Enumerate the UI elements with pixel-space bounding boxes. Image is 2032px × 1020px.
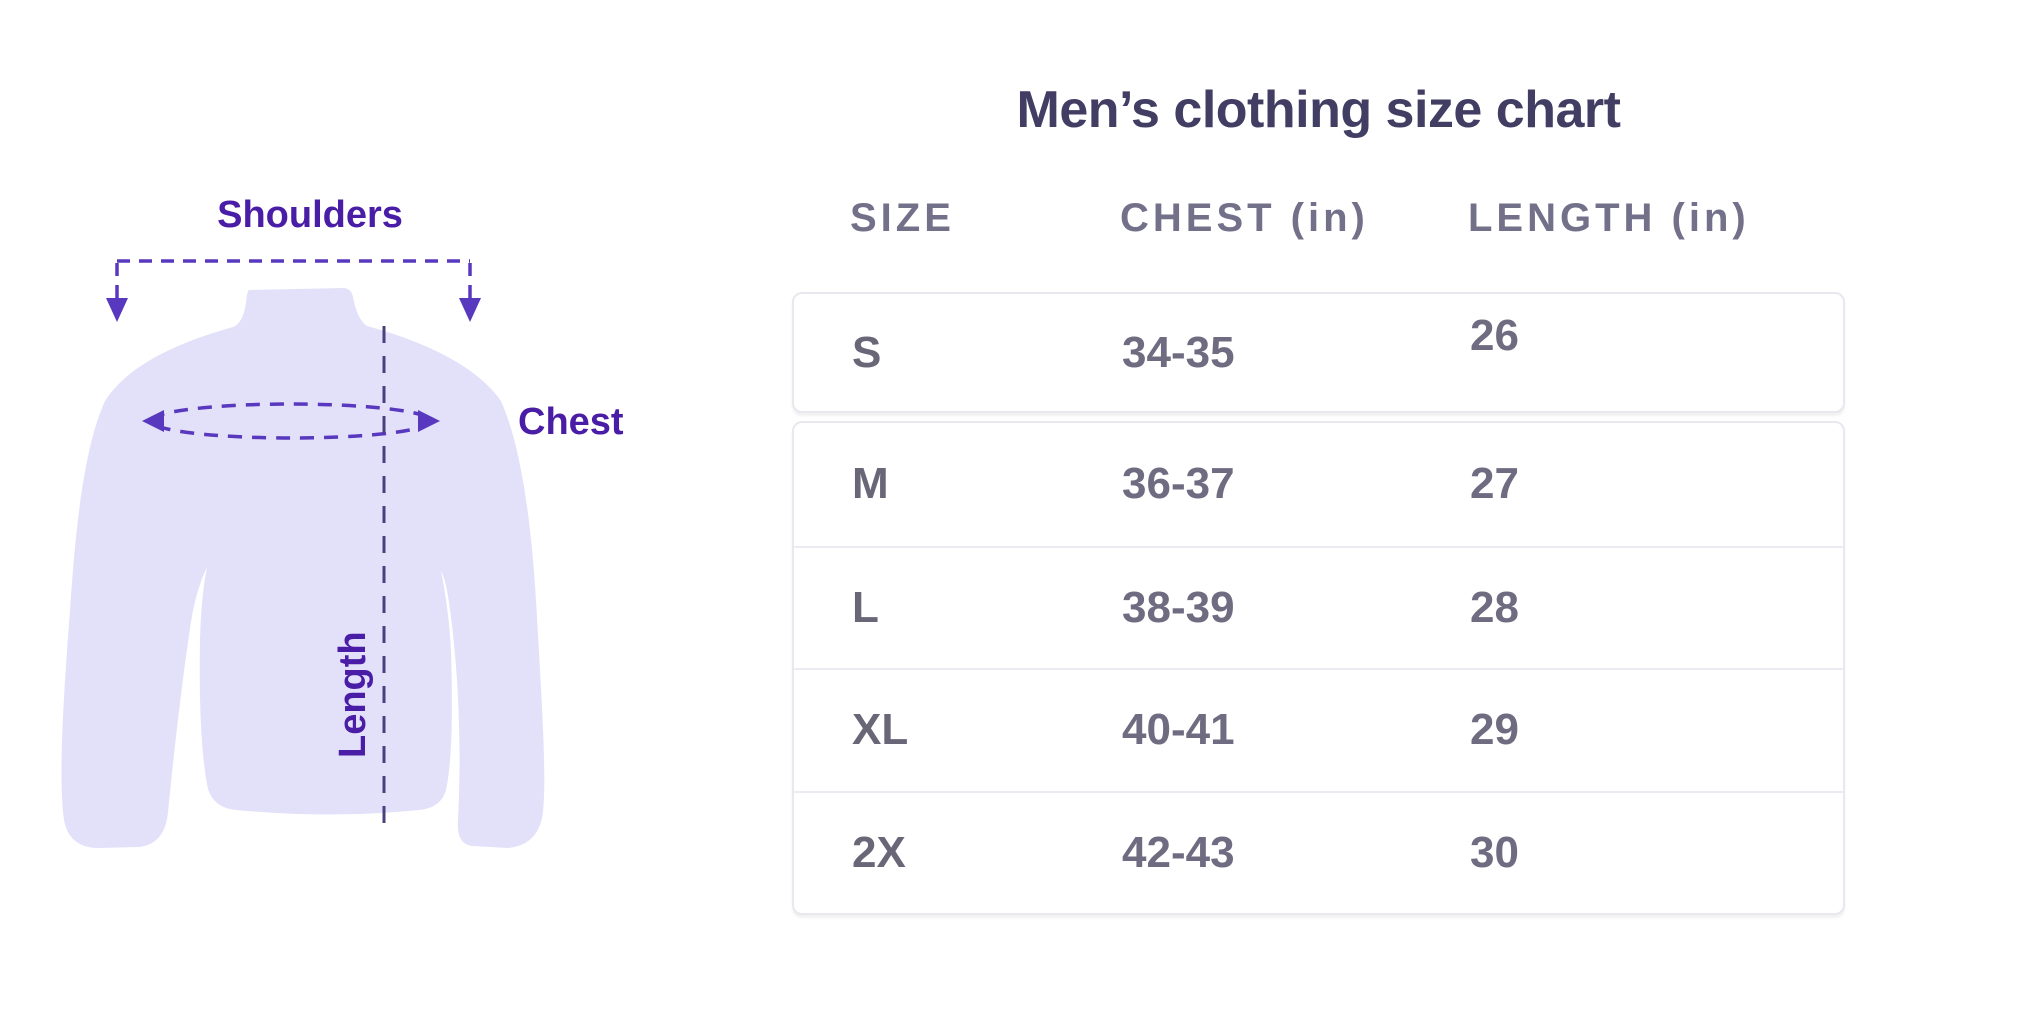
table-row: M 36-37 27 (794, 423, 1843, 546)
cell-chest: 42-43 (1122, 827, 1235, 877)
column-header-length: LENGTH (in) (1468, 196, 1750, 240)
size-table-card-top: S 34-35 26 (792, 292, 1845, 413)
table-row: 2X 42-43 30 (794, 790, 1843, 914)
cell-chest: 36-37 (1122, 459, 1235, 509)
chest-arrow-left-icon (142, 410, 164, 432)
cell-length: 27 (1470, 459, 1519, 509)
size-table-header: SIZE CHEST (in) LENGTH (in) (792, 196, 1845, 241)
cell-chest: 38-39 (1122, 582, 1235, 632)
column-header-chest: CHEST (in) (1120, 196, 1369, 240)
cell-chest: 40-41 (1122, 705, 1235, 755)
shoulders-bracket (115, 259, 472, 299)
shirt-graphic (61, 259, 545, 848)
cell-chest: 34-35 (1122, 327, 1235, 377)
cell-length: 29 (1470, 705, 1519, 755)
chest-arrow-right-icon (418, 410, 440, 432)
shoulders-arrow-right-icon (459, 298, 481, 322)
column-header-size: SIZE (850, 196, 955, 240)
table-row: L 38-39 28 (794, 545, 1843, 669)
cell-length: 26 (1470, 310, 1519, 360)
cell-size: S (852, 327, 882, 377)
cell-size: 2X (852, 827, 906, 877)
cell-length: 30 (1470, 827, 1519, 877)
shoulders-arrow-left-icon (106, 298, 128, 322)
cell-length: 28 (1470, 582, 1519, 632)
shirt-silhouette-shape (61, 288, 545, 848)
size-table-card-bottom: M 36-37 27 L 38-39 28 XL 40-41 29 2 (792, 421, 1845, 915)
cell-size: XL (852, 705, 909, 755)
chest-label: Chest (518, 401, 624, 443)
table-row: XL 40-41 29 (794, 668, 1843, 791)
cell-size: M (852, 459, 889, 509)
cell-size: L (852, 582, 879, 632)
shirt-illustration: Shoulders Chest Length (0, 0, 760, 940)
page-title: Men’s clothing size chart (1016, 81, 1621, 139)
table-row: S 34-35 26 (794, 294, 1843, 411)
length-label: Length (332, 631, 374, 758)
shoulders-label: Shoulders (217, 194, 403, 236)
